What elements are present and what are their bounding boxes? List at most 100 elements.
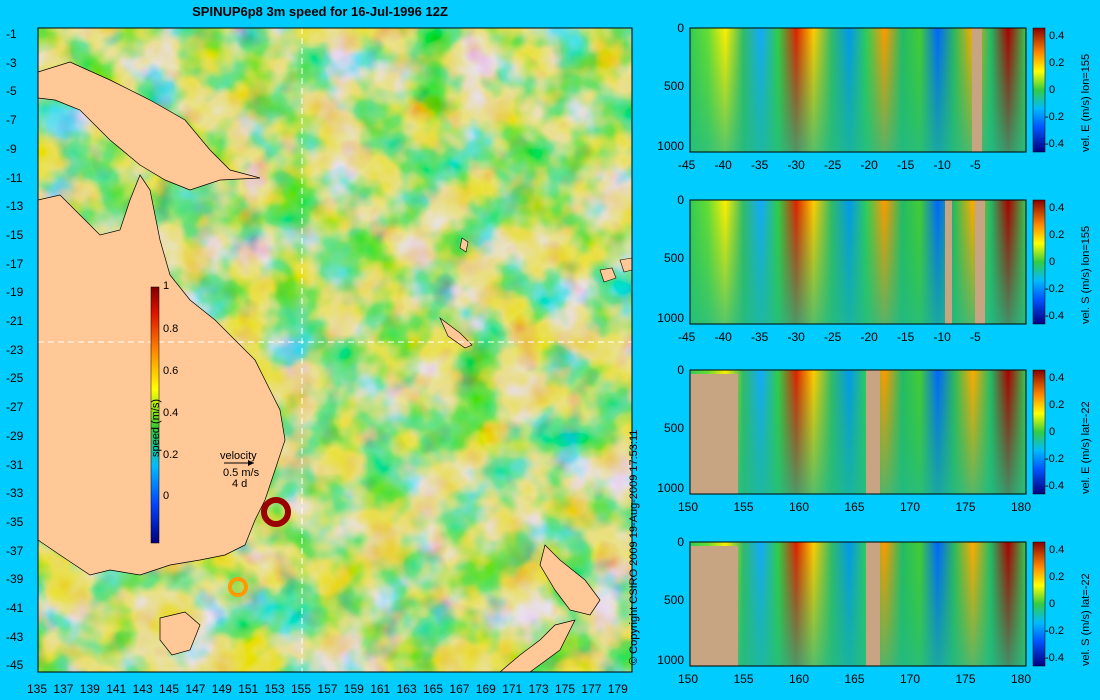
section-x-tick: 165 — [844, 500, 865, 514]
section-y-tick: 1000 — [657, 310, 684, 325]
section-x-tick: -15 — [897, 330, 915, 344]
section-label: vel. E (m/s) lat=-22 — [1080, 401, 1092, 494]
map-y-tick: -33 — [6, 486, 24, 501]
section-x-tick: 160 — [789, 500, 810, 514]
colorbar-tick: 0.6 — [163, 365, 179, 377]
land-new-guinea — [38, 61, 261, 191]
section-x-tick: 155 — [733, 672, 754, 686]
map-x-tick: 151 — [238, 682, 259, 696]
map-y-tick: -5 — [6, 84, 17, 99]
section-x-tick: -30 — [787, 330, 805, 344]
section-y-tick: 0 — [677, 193, 684, 207]
section-field — [690, 200, 1026, 324]
map-y-tick: -3 — [6, 55, 17, 70]
section-colorbar-tick: 0 — [1049, 84, 1056, 96]
section-colorbar-tick: -0.2 — [1045, 283, 1064, 295]
map-y-tick: -23 — [6, 342, 24, 357]
map-y-tick: -25 — [6, 371, 24, 386]
section-x-tick: -20 — [860, 330, 878, 344]
map-y-tick: -7 — [6, 113, 17, 128]
map-x-tick: 157 — [317, 682, 338, 696]
section-y-tick: 0 — [677, 535, 684, 549]
section-field — [690, 370, 1026, 494]
section-x-tick: 170 — [900, 672, 921, 686]
section-land — [690, 546, 738, 666]
velocity-key-speed: 0.5 m/s — [223, 467, 260, 479]
section-colorbar-tick: -0.2 — [1045, 111, 1064, 123]
section-colorbar-tick: 0.2 — [1049, 229, 1065, 241]
map-x-tick: 155 — [291, 682, 312, 696]
section-x-tick: 170 — [900, 500, 921, 514]
map-y-tick: -29 — [6, 428, 24, 443]
section-y-tick: 500 — [663, 79, 684, 94]
section-y-tick: 500 — [663, 251, 684, 266]
map-x-tick: 161 — [370, 682, 391, 696]
section-land — [690, 374, 738, 494]
section-x-tick: -40 — [714, 330, 732, 344]
section-colorbar-tick: 0.4 — [1049, 544, 1065, 556]
section-y-tick: 0 — [677, 363, 684, 377]
map-x-tick: 137 — [53, 682, 74, 696]
section-colorbar-tick: 0.4 — [1049, 202, 1065, 214]
section-x-tick: 160 — [789, 672, 810, 686]
section-field — [690, 28, 1026, 152]
land-new-zealand — [499, 544, 601, 672]
section-colorbar-tick: 0.4 — [1049, 30, 1065, 42]
section-land — [866, 542, 880, 666]
section-land — [975, 200, 985, 324]
section-land — [972, 28, 982, 152]
copyright-text: © Copyright CSIRO 2009 19-Aug-2009 17:53… — [628, 429, 640, 665]
section-colorbar-tick: 0 — [1049, 426, 1056, 438]
section-x-tick: -35 — [751, 158, 769, 172]
map-y-tick: -45 — [6, 658, 24, 673]
map-x-tick: 177 — [581, 682, 602, 696]
section-colorbar — [1032, 541, 1046, 667]
section-colorbar-tick: 0 — [1049, 598, 1056, 610]
section-x-tick: 150 — [678, 500, 699, 514]
section-y-tick: 1000 — [657, 480, 684, 495]
section-label: vel. S (m/s) lat=-22 — [1080, 573, 1092, 666]
map-x-tick: 173 — [528, 682, 549, 696]
map-x-tick: 175 — [555, 682, 576, 696]
section-colorbar-tick: -0.4 — [1045, 480, 1064, 492]
map-x-tick: 153 — [264, 682, 285, 696]
velocity-key-arrowhead — [248, 460, 254, 466]
map-x-tick: 169 — [475, 682, 496, 696]
map-y-tick: -41 — [6, 601, 24, 615]
section-colorbar-tick: -0.4 — [1045, 310, 1064, 322]
section-colorbar-tick: 0.4 — [1049, 372, 1065, 384]
section-frame — [689, 199, 1027, 325]
map-y-tick: -19 — [6, 285, 24, 300]
map-y-tick: -9 — [6, 141, 17, 156]
map-x-tick: 171 — [502, 682, 523, 696]
land-australia — [38, 174, 286, 576]
section-colorbar-tick: -0.4 — [1045, 652, 1064, 664]
section-x-tick: -15 — [897, 158, 915, 172]
section-colorbar-tick: 0.2 — [1049, 57, 1065, 69]
colorbar-label: speed (m/s) — [150, 398, 162, 457]
section-x-tick: -25 — [824, 158, 842, 172]
section-colorbar — [1032, 199, 1046, 325]
map-y-tick: -15 — [6, 227, 24, 242]
section-colorbar-tick: 0.2 — [1049, 571, 1065, 583]
map-x-tick: 159 — [343, 682, 364, 696]
map-y-tick: -31 — [6, 457, 24, 472]
map-y-tick: -39 — [6, 572, 24, 587]
map-frame — [37, 27, 633, 673]
chart-title: SPINUP6p8 3m speed for 16-Jul-1996 12Z — [192, 4, 448, 19]
section-field — [690, 542, 1026, 666]
map-y-tick: -13 — [6, 199, 24, 214]
section-x-tick: -10 — [933, 330, 951, 344]
map-y-tick: -21 — [6, 314, 24, 328]
section-y-tick: 0 — [677, 21, 684, 35]
eddy-ring — [228, 577, 248, 597]
section-colorbar — [1032, 27, 1046, 153]
map-y-tick: -37 — [6, 543, 24, 558]
section-x-tick: -35 — [751, 330, 769, 344]
section-depth-fade — [690, 370, 1026, 494]
section-depth-fade — [690, 200, 1026, 324]
section-x-tick: -40 — [714, 158, 732, 172]
section-x-tick: 180 — [1011, 672, 1032, 686]
section-y-tick: 1000 — [657, 652, 684, 667]
colorbar-tick: 0.2 — [163, 449, 179, 461]
